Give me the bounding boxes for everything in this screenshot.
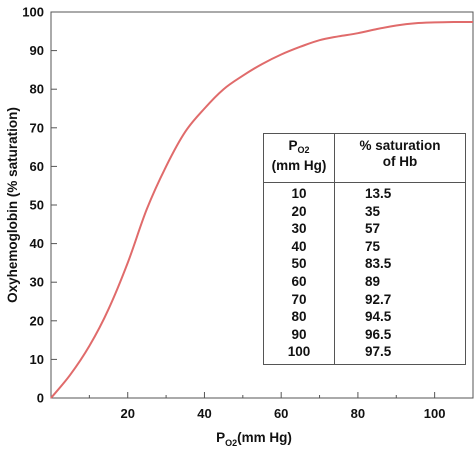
y-tick-label: 20 xyxy=(30,313,44,328)
table-column-saturation: 13.5 35 57 75 83.5 89 92.7 94.5 96.5 97.5 xyxy=(334,183,465,365)
table-cell-po2: 10 xyxy=(291,186,307,201)
y-tick-label: 70 xyxy=(30,120,44,135)
y-tick-label: 90 xyxy=(30,43,44,58)
table-cell-po2: 20 xyxy=(291,203,307,219)
table-cell-saturation: 97.5 xyxy=(365,344,392,360)
table-cell-saturation: 94.5 xyxy=(365,309,392,325)
table-cell-po2: 30 xyxy=(291,221,307,237)
y-tick-label: 40 xyxy=(30,236,44,251)
table-cell-saturation: 92.7 xyxy=(365,291,392,307)
y-tick-label: 80 xyxy=(30,82,44,97)
table-cell-po2: 60 xyxy=(291,273,307,289)
x-tick-label: 60 xyxy=(274,406,288,421)
y-tick-label: 30 xyxy=(30,275,44,290)
table-cell-saturation: 75 xyxy=(365,238,381,254)
table-cell-saturation: 57 xyxy=(365,221,381,237)
table-header-saturation: % saturation of Hb xyxy=(334,134,465,182)
table-cell-saturation: 13.5 xyxy=(365,186,392,201)
saturation-curve xyxy=(50,20,473,399)
table-cell-saturation: 89 xyxy=(365,273,381,289)
x-tick-label: 40 xyxy=(197,406,211,421)
saturation-table: PO2 (mm Hg) % saturation of Hb 10 20 30 40 5… xyxy=(263,133,466,365)
table-cell-po2: 90 xyxy=(291,326,307,342)
table-cell-saturation: 96.5 xyxy=(365,326,392,342)
y-tick-label: 0 xyxy=(37,391,44,406)
y-tick-label: 100 xyxy=(22,5,44,20)
x-tick-label: 80 xyxy=(351,406,365,421)
x-tick-label: 100 xyxy=(424,406,446,421)
x-axis-title: PO2(mm Hg) xyxy=(216,430,292,448)
table-column-po2: 10 20 30 40 50 60 70 80 90 100 xyxy=(264,183,334,365)
table-cell-saturation: 83.5 xyxy=(365,256,392,272)
table-cell-po2: 50 xyxy=(291,256,307,272)
table-cell-po2: 40 xyxy=(291,238,307,254)
table-cell-saturation: 35 xyxy=(365,203,381,219)
y-axis-title: Oxyhemoglobin (% saturation) xyxy=(5,107,20,303)
y-tick-label: 50 xyxy=(30,198,44,213)
table-cell-po2: 70 xyxy=(291,291,307,307)
table-header-po2: PO2 (mm Hg) xyxy=(271,138,327,173)
table-cell-po2: 80 xyxy=(291,309,307,325)
table-cell-po2: 100 xyxy=(287,344,311,360)
y-tick-label: 60 xyxy=(30,159,44,174)
x-tick-label: 20 xyxy=(120,406,134,421)
y-tick-label: 10 xyxy=(30,352,44,367)
